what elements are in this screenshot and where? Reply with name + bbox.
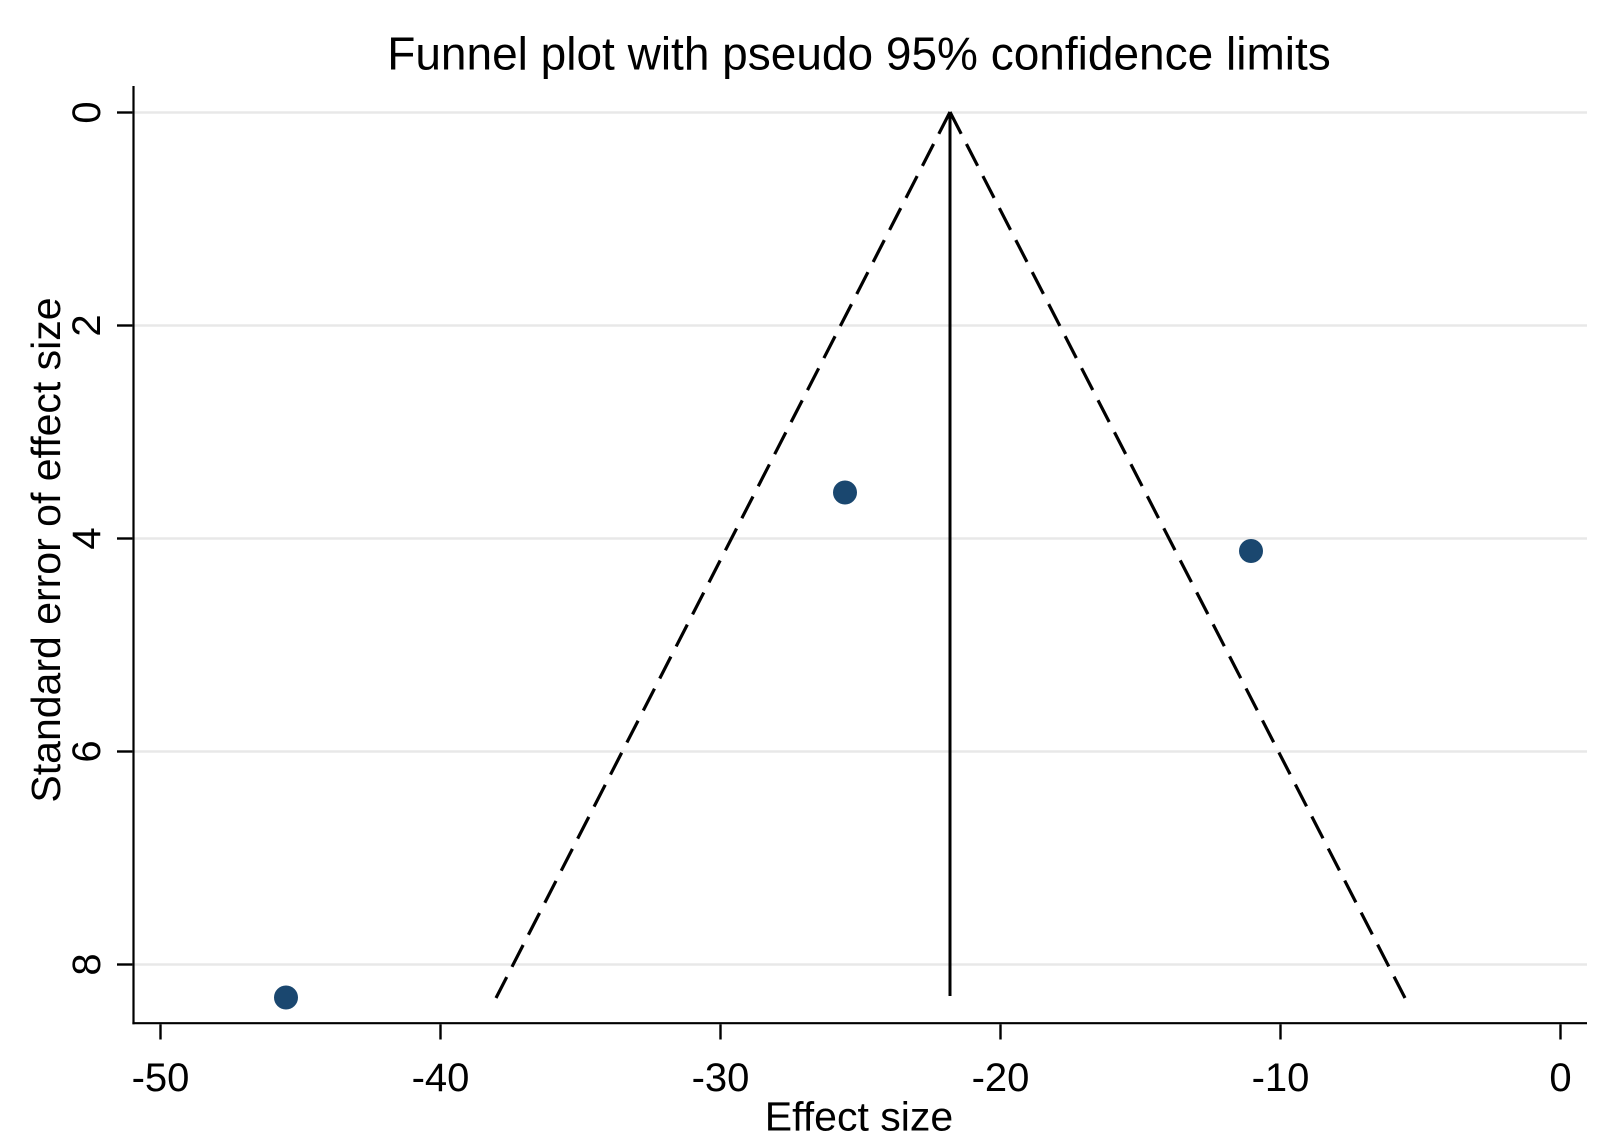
svg-text:0: 0: [1549, 1056, 1571, 1100]
svg-text:2: 2: [65, 314, 109, 336]
svg-text:-30: -30: [692, 1056, 750, 1100]
svg-text:6: 6: [65, 740, 109, 762]
svg-text:-10: -10: [1252, 1056, 1310, 1100]
svg-text:-20: -20: [972, 1056, 1030, 1100]
svg-text:-40: -40: [412, 1056, 470, 1100]
svg-text:4: 4: [65, 527, 109, 549]
svg-text:8: 8: [65, 953, 109, 975]
svg-text:Standard error of effect size: Standard error of effect size: [23, 297, 69, 802]
svg-text:0: 0: [65, 101, 109, 123]
svg-text:Funnel plot with pseudo 95% co: Funnel plot with pseudo 95% confidence l…: [387, 28, 1331, 80]
svg-text:-50: -50: [132, 1056, 190, 1100]
svg-text:Effect size: Effect size: [765, 1094, 953, 1140]
